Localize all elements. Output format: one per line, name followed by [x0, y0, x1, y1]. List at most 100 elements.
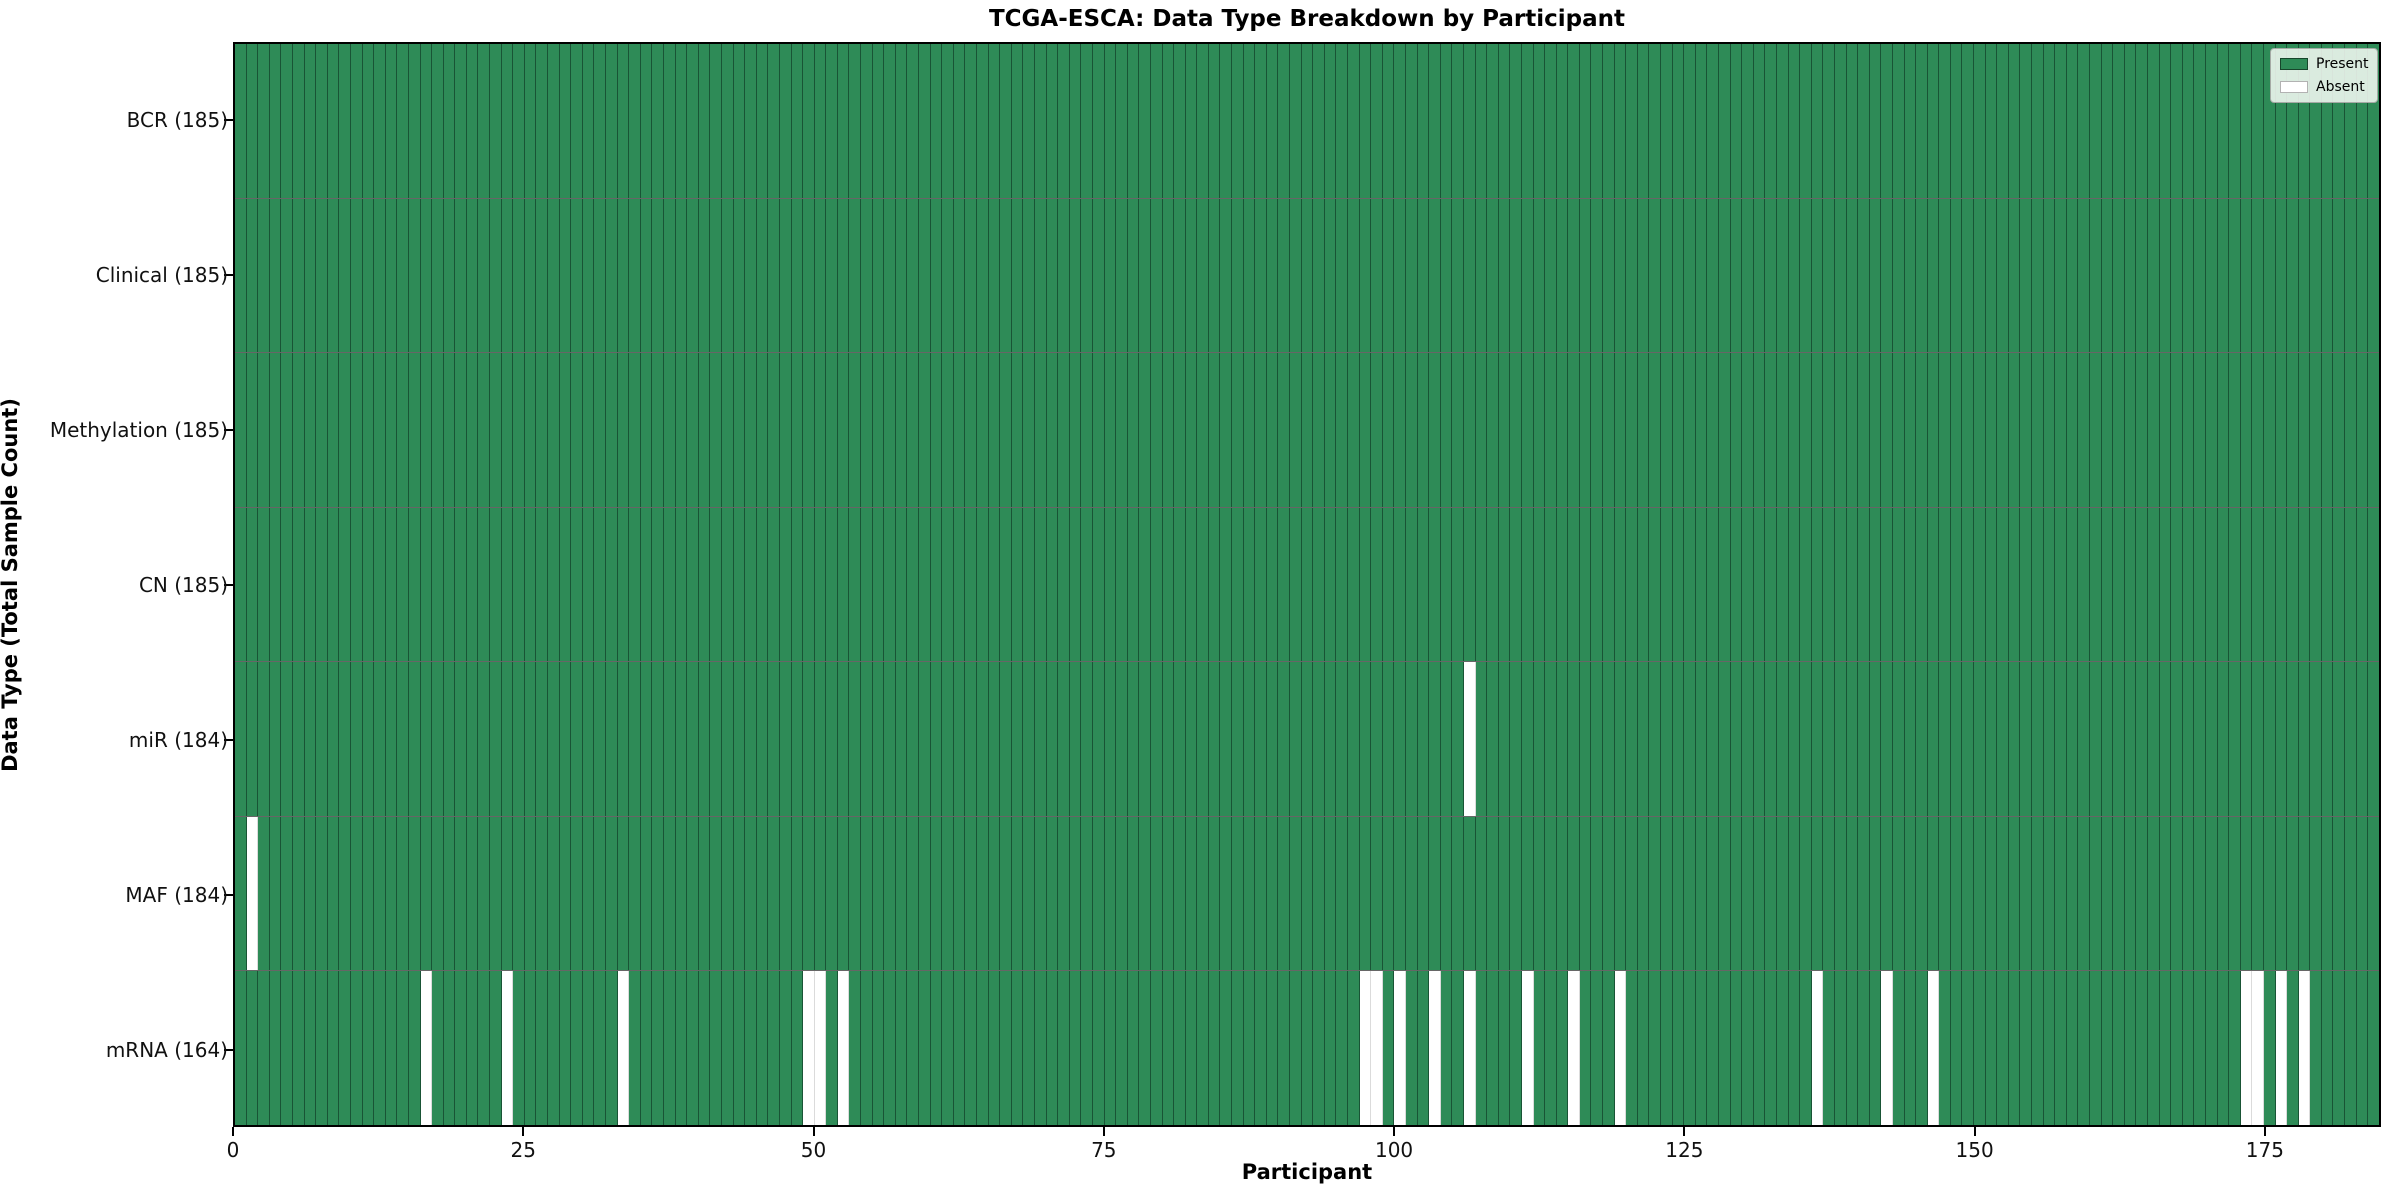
heatmap-cell-present — [2124, 971, 2137, 1126]
heatmap-cell-present — [1301, 198, 1314, 353]
heatmap-cell-present — [1232, 662, 1244, 816]
heatmap-cell-present — [617, 353, 630, 507]
heatmap-cell-present — [1487, 662, 1499, 816]
heatmap-cell-present — [1869, 198, 1882, 353]
heatmap-cell-present — [1811, 198, 1824, 353]
heatmap-cell-present — [1162, 507, 1175, 662]
heatmap-cell-present — [1440, 353, 1453, 507]
heatmap-cell-present — [339, 353, 351, 507]
heatmap-cell-present — [362, 816, 375, 971]
heatmap-cell-present — [965, 198, 977, 353]
heatmap-cell-present — [1846, 507, 1859, 662]
heatmap-cell-present — [2008, 971, 2021, 1126]
heatmap-cell-present — [350, 44, 363, 198]
heatmap-cell-present — [1336, 353, 1348, 507]
heatmap-cell-present — [2113, 507, 2125, 662]
heatmap-cell-present — [1603, 44, 1615, 198]
heatmap-cell-present — [1962, 662, 1975, 816]
heatmap-cell-present — [606, 353, 618, 507]
heatmap-cell-present — [953, 198, 966, 353]
heatmap-cell-present — [1498, 198, 1511, 353]
heatmap-cell-present — [1533, 353, 1546, 507]
heatmap-cell-present — [1255, 971, 1267, 1126]
heatmap-cell-present — [663, 507, 676, 662]
heatmap-cell-present — [826, 198, 838, 353]
heatmap-cell-present — [2171, 44, 2183, 198]
heatmap-cell-present — [1278, 662, 1291, 816]
heatmap-cell-present — [1463, 816, 1476, 971]
heatmap-cell-present — [907, 353, 920, 507]
heatmap-cell-present — [675, 816, 688, 971]
heatmap-cell-present — [930, 662, 943, 816]
heatmap-cell-present — [1150, 198, 1163, 353]
heatmap-cell-present — [942, 198, 954, 353]
heatmap-cell-present — [1765, 198, 1777, 353]
heatmap-cell-present — [2032, 507, 2044, 662]
heatmap-cell-present — [2240, 507, 2253, 662]
heatmap-cell-present — [1359, 507, 1372, 662]
heatmap-cell-present — [2124, 198, 2137, 353]
heatmap-cell-present — [1545, 353, 1557, 507]
heatmap-cell-present — [2055, 44, 2067, 198]
heatmap-cell-present — [2043, 816, 2056, 971]
heatmap-cell-present — [2182, 198, 2195, 353]
heatmap-cell-present — [2113, 816, 2125, 971]
heatmap-cell-present — [246, 971, 259, 1126]
heatmap-cell-present — [1359, 353, 1372, 507]
heatmap-cell-present — [1753, 662, 1766, 816]
heatmap-cell-present — [1348, 662, 1360, 816]
legend-swatch-present-icon — [2280, 58, 2308, 70]
heatmap-cell-absent — [1811, 971, 1824, 1126]
heatmap-cell-present — [1197, 44, 1209, 198]
heatmap-cell-present — [490, 662, 502, 816]
heatmap-cell-present — [1023, 816, 1035, 971]
heatmap-cell-present — [2321, 971, 2334, 1126]
heatmap-cell-present — [478, 44, 491, 198]
heatmap-cell-present — [2171, 353, 2183, 507]
heatmap-cell-present — [524, 353, 537, 507]
heatmap-cell-present — [304, 971, 317, 1126]
heatmap-cell-present — [652, 198, 664, 353]
heatmap-cell-present — [1220, 971, 1233, 1126]
heatmap-cell-present — [942, 971, 954, 1126]
heatmap-cell-present — [1359, 198, 1372, 353]
heatmap-cell-present — [536, 662, 549, 816]
heatmap-cell-present — [350, 507, 363, 662]
heatmap-cell-present — [977, 198, 989, 353]
heatmap-cell-present — [1672, 816, 1685, 971]
heatmap-cell-present — [1834, 507, 1847, 662]
heatmap-cell-present — [2356, 816, 2369, 971]
heatmap-cell-present — [292, 353, 305, 507]
heatmap-cell-present — [629, 507, 641, 662]
heatmap-cell-present — [1892, 353, 1905, 507]
heatmap-cell-present — [2217, 198, 2230, 353]
heatmap-cell-present — [2136, 662, 2148, 816]
heatmap-cell-present — [1788, 353, 1801, 507]
heatmap-cell-present — [617, 44, 630, 198]
heatmap-cell-present — [640, 198, 653, 353]
heatmap-cell-present — [1417, 198, 1430, 353]
heatmap-cell-absent — [2275, 971, 2288, 1126]
heatmap-cell-present — [1719, 816, 1731, 971]
heatmap-cell-present — [246, 662, 259, 816]
heatmap-cell-present — [1927, 198, 1940, 353]
heatmap-cell-present — [1197, 353, 1209, 507]
heatmap-cell-present — [1997, 816, 2009, 971]
heatmap-cell-present — [919, 662, 931, 816]
heatmap-cell-present — [1290, 816, 1302, 971]
heatmap-cell-present — [1834, 44, 1847, 198]
heatmap-cell-present — [2182, 507, 2195, 662]
heatmap-cell-present — [2368, 198, 2379, 353]
heatmap-cell-present — [2252, 816, 2264, 971]
heatmap-cell-present — [1962, 507, 1975, 662]
heatmap-cell-present — [1301, 662, 1314, 816]
heatmap-cell-present — [2287, 44, 2299, 198]
heatmap-cell-present — [1023, 971, 1035, 1126]
heatmap-cell-present — [1545, 971, 1557, 1126]
heatmap-cell-present — [2368, 44, 2379, 198]
heatmap-cell-present — [895, 353, 908, 507]
heatmap-cell-present — [1243, 507, 1256, 662]
heatmap-cell-present — [942, 353, 954, 507]
heatmap-cell-present — [1463, 507, 1476, 662]
heatmap-cell-present — [919, 816, 931, 971]
